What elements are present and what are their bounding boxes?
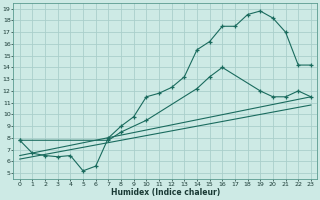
X-axis label: Humidex (Indice chaleur): Humidex (Indice chaleur)	[111, 188, 220, 197]
